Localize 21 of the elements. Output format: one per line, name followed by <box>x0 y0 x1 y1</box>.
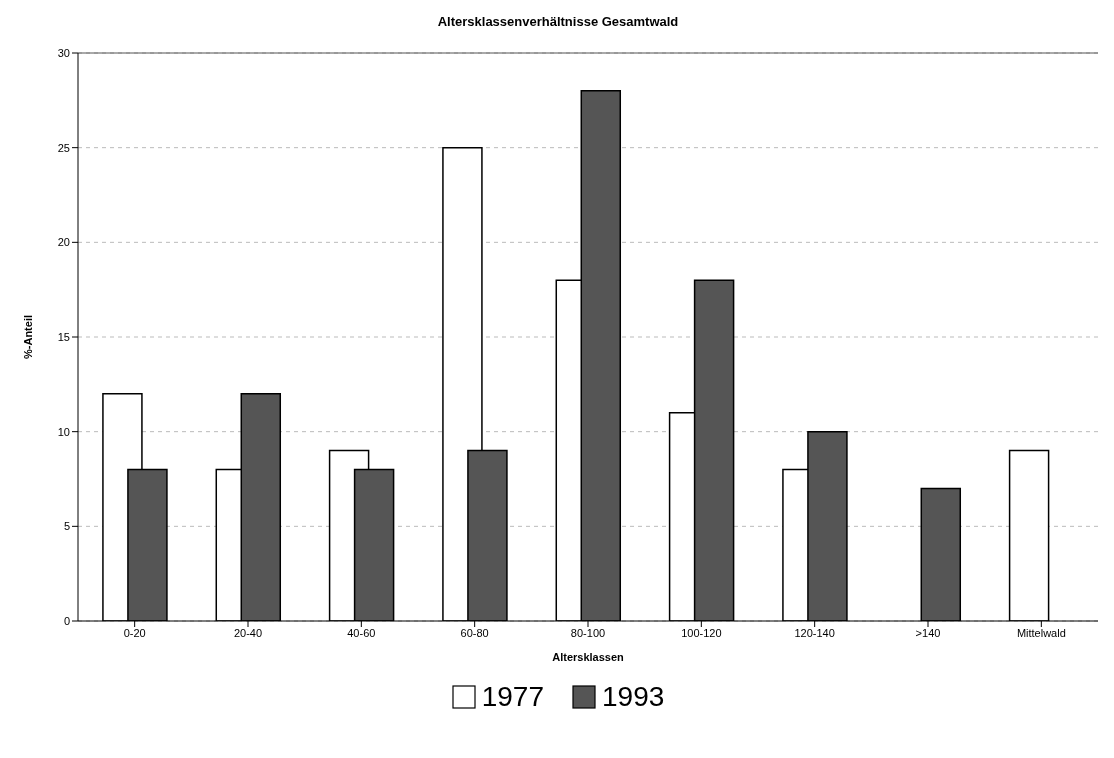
y-tick-label: 30 <box>57 46 70 59</box>
y-tick-label: 10 <box>57 425 70 438</box>
legend-label: 1977 <box>481 681 544 713</box>
y-tick-label: 25 <box>57 141 70 154</box>
legend-label: 1993 <box>602 681 665 713</box>
y-tick-label: 20 <box>57 236 70 249</box>
y-tick-label: 15 <box>57 330 70 343</box>
x-tick-label: 100-120 <box>681 626 722 639</box>
chart-title: Altersklassenverhältnisse Gesamtwald <box>436 14 680 29</box>
y-tick-label: 5 <box>63 520 70 533</box>
x-tick-label: 80-100 <box>570 626 606 639</box>
x-tick-label: 60-80 <box>460 626 489 639</box>
y-axis-title: %-Anteil <box>21 315 34 359</box>
x-tick-label: >140 <box>915 626 941 639</box>
x-tick-label: 0-20 <box>123 626 146 639</box>
x-tick-label: 20-40 <box>233 626 263 639</box>
x-axis-title: Altersklassen <box>552 651 625 663</box>
y-tick-label: 0 <box>63 614 70 627</box>
x-tick-label: Mittelwald <box>1016 626 1066 639</box>
x-tick-label: 120-140 <box>794 626 835 639</box>
x-tick-label: 40-60 <box>347 626 376 639</box>
